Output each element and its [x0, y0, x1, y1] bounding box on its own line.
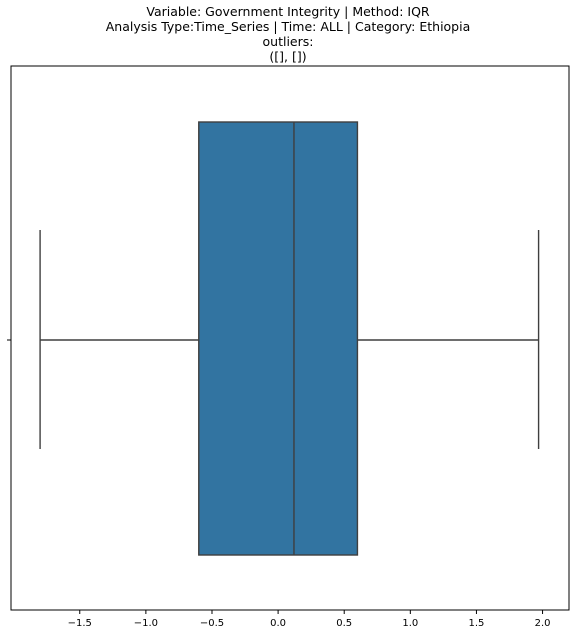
- chart-title: Variable: Government Integrity | Method:…: [106, 4, 471, 64]
- x-tick-label: −1.0: [134, 618, 158, 629]
- x-axis-ticks: −1.5 −1.0 −0.5 0.0 0.5 1.0 1.5 2.0: [68, 610, 551, 629]
- x-tick-label: 2.0: [535, 618, 551, 629]
- axes-frame: [10, 65, 570, 611]
- plot-area: [39, 121, 540, 556]
- x-tick-label: 1.0: [402, 618, 418, 629]
- title-line-3: outliers:: [263, 34, 314, 49]
- x-tick-label: 1.5: [468, 618, 484, 629]
- x-tick-label: 0.0: [270, 618, 286, 629]
- x-tick-label: −0.5: [200, 618, 224, 629]
- title-line-2: Analysis Type:Time_Series | Time: ALL | …: [106, 19, 471, 34]
- iqr-box: [198, 121, 359, 556]
- x-tick-label: 0.5: [336, 618, 352, 629]
- title-line-1: Variable: Government Integrity | Method:…: [146, 4, 430, 19]
- x-tick-label: −1.5: [68, 618, 92, 629]
- title-line-4: ([], []): [269, 49, 306, 64]
